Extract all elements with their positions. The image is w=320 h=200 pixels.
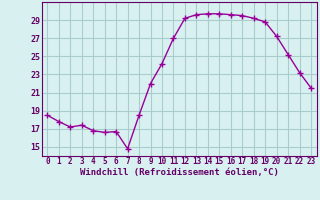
X-axis label: Windchill (Refroidissement éolien,°C): Windchill (Refroidissement éolien,°C) xyxy=(80,168,279,177)
